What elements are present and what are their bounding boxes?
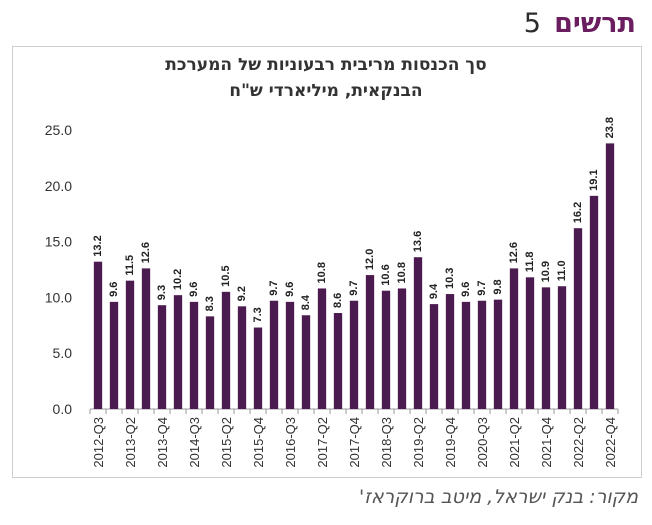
bar-value-label: 9.7 [348,280,360,295]
bar [477,300,487,409]
bar [557,286,567,409]
bar [205,316,215,409]
figure-heading: תרשים 5 [524,8,636,39]
bar-value-label: 9.6 [188,282,200,297]
bar [381,290,391,409]
x-tick-label: 2016-Q3 [283,417,298,468]
bar [413,257,423,409]
y-tick-label: 15.0 [45,234,72,250]
bar-value-label: 12.6 [508,242,520,263]
bar-value-label: 10.9 [540,261,552,282]
bar-value-label: 9.8 [492,279,504,294]
bar-value-label: 8.4 [300,294,312,310]
bar-value-label: 10.5 [220,265,232,286]
x-tick-label: 2018-Q3 [379,417,394,468]
figure-number: 5 [523,8,541,39]
bar-value-label: 8.3 [204,296,216,311]
bar-value-label: 12.0 [364,249,376,270]
x-tick-label: 2017-Q4 [347,417,362,468]
bar-chart: 0.0 5.0 10.0 15.0 20.0 25.0 13.2 9.6 11.5 12.6 9.3… [45,117,619,468]
bar-value-label: 11.0 [556,260,568,281]
bar [541,287,551,409]
bar [141,268,151,409]
bar [173,295,183,409]
bar [125,280,135,409]
bar [445,294,455,409]
bar-value-label: 9.6 [108,282,120,297]
bar [317,288,327,409]
x-tick-label: 2019-Q4 [443,417,458,468]
chart-title: סך הכנסות מריבית רבעוניות של המערכת הבנק… [36,52,616,104]
bar [301,315,311,409]
x-tick-label: 2022-Q4 [603,417,618,468]
bar [189,301,199,409]
bar [333,313,343,409]
bar [589,195,599,409]
figure-label: תרשים [554,8,636,39]
bar-value-label: 13.6 [412,231,424,252]
bar-value-label: 23.8 [604,117,616,138]
y-tick-label: 10.0 [45,289,72,305]
bar-value-label: 19.1 [588,169,600,190]
bar [461,301,471,409]
bar-value-label: 9.7 [268,280,280,295]
x-tick-label: 2017-Q2 [315,417,330,468]
bar [157,305,167,409]
bar [93,261,103,409]
x-tick-label: 2021-Q4 [539,417,554,468]
bar [397,288,407,409]
bar-value-label: 10.6 [380,264,392,285]
chart-title-line-1: סך הכנסות מריבית רבעוניות של המערכת [165,55,487,75]
bar-value-label: 11.8 [524,251,536,272]
bar [221,291,231,409]
bar-value-label: 11.5 [124,255,136,276]
x-tick-label: 2015-Q2 [219,417,234,468]
bar-value-label: 10.8 [396,262,408,283]
chart-title-line-2: הבנקאית, מיליארדי ש"ח [229,81,423,101]
bar-value-label: 9.7 [476,280,488,295]
bar [269,300,279,409]
bar-value-label: 9.3 [156,285,168,300]
bar [237,306,247,409]
bar-value-label: 10.8 [316,262,328,283]
x-tick-label: 2021-Q2 [507,417,522,468]
bar-value-label: 16.2 [572,202,584,223]
x-tick-label: 2013-Q2 [123,417,138,468]
bar [349,300,359,409]
y-tick-label: 5.0 [53,345,73,361]
bar [509,268,519,409]
bar [493,299,503,409]
bar-value-label: 9.4 [428,283,440,299]
bar-value-label: 9.2 [236,286,248,301]
bar-value-label: 10.3 [444,268,456,289]
x-tick-label: 2014-Q3 [187,417,202,468]
bar-value-label: 9.6 [284,282,296,297]
x-tick-label: 2019-Q2 [411,417,426,468]
y-tick-label: 0.0 [53,401,73,417]
bar-value-label: 9.6 [460,282,472,297]
bar [109,301,119,409]
x-tick-label: 2020-Q3 [475,417,490,468]
bar [605,143,615,409]
bar-value-label: 7.3 [252,307,264,322]
bar-value-label: 12.6 [140,242,152,263]
x-tick-label: 2013-Q4 [155,417,170,468]
bar [285,301,295,409]
source-note: מקור: בנק ישראל, מיטב ברוקראז' [359,486,638,508]
bar [525,277,535,409]
x-tick-label: 2015-Q4 [251,417,266,468]
chart-frame [12,46,642,478]
bar-value-label: 10.2 [172,269,184,290]
bar [429,304,439,409]
y-tick-label: 20.0 [45,178,72,194]
bar [253,327,263,409]
bar [365,275,375,409]
x-tick-label: 2022-Q2 [571,417,586,468]
x-tick-label: 2012-Q3 [91,417,106,468]
y-tick-label: 25.0 [45,122,72,138]
bar-value-label: 8.6 [332,293,344,308]
bar-value-label: 13.2 [92,235,104,256]
bar [573,228,583,409]
